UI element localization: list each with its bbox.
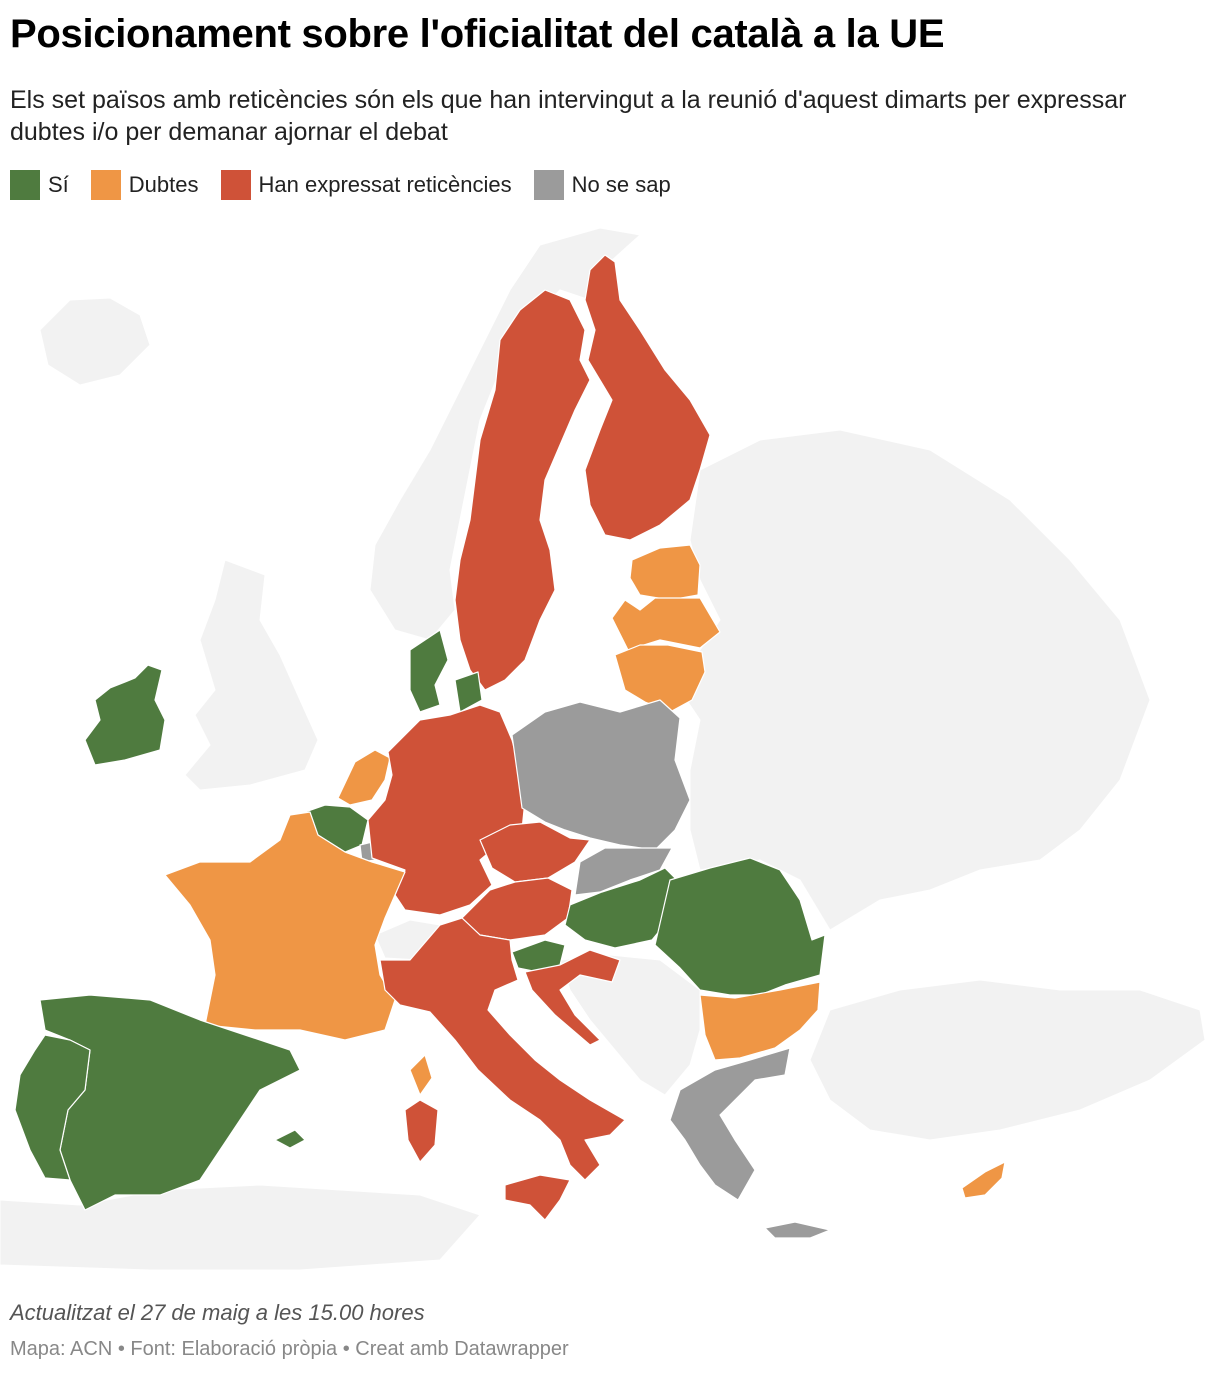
updated-note: Actualitzat el 27 de maig a les 15.00 ho… (10, 1300, 425, 1325)
latvia-shape[interactable] (611, 597, 721, 651)
legend-swatch-dubtes (90, 170, 121, 200)
legend-item-no-se-sap: No se sap (533, 170, 671, 200)
portugal-shape[interactable] (14, 1034, 91, 1181)
non-eu-land (0, 227, 1206, 1271)
map-subtitle: Els set països amb reticències són els q… (10, 86, 1127, 146)
france-shape[interactable] (164, 811, 433, 1096)
netherlands-shape[interactable] (337, 749, 391, 806)
estonia-shape[interactable] (629, 544, 701, 601)
legend-item-dubtes: Dubtes (90, 170, 199, 200)
legend-swatch-reticencies (220, 170, 251, 200)
legend-label-si: Sí (48, 172, 69, 197)
eu-countries (14, 254, 1006, 1239)
bulgaria-shape[interactable] (699, 981, 821, 1061)
legend-label-reticencies: Han expressat reticències (258, 172, 512, 197)
czechia-shape[interactable] (479, 821, 591, 883)
poland-shape[interactable] (511, 699, 691, 851)
legend-item-si: Sí (10, 170, 69, 200)
germany-shape[interactable] (367, 704, 526, 916)
map-title: Posicionament sobre l'oficialitat del ca… (10, 12, 945, 56)
legend-swatch-no-se-sap (533, 170, 564, 200)
europe-map (0, 227, 1206, 1271)
source-note: Mapa: ACN • Font: Elaboració pròpia • Cr… (10, 1338, 569, 1360)
denmark-shape[interactable] (409, 629, 483, 713)
north-africa-shape (0, 1184, 481, 1271)
legend-item-reticencies: Han expressat reticències (220, 170, 512, 200)
ireland-shape[interactable] (84, 664, 166, 766)
legend: Sí Dubtes Han expressat reticències No s… (10, 170, 671, 200)
iceland-shape (39, 297, 151, 386)
western-balkans-shape (559, 954, 701, 1096)
sweden-shape[interactable] (454, 289, 591, 691)
romania-shape[interactable] (654, 857, 826, 996)
italy-shape[interactable] (379, 917, 626, 1221)
croatia-shape[interactable] (524, 949, 621, 1046)
greece-shape[interactable] (669, 1047, 831, 1239)
uk-shape (184, 559, 319, 791)
legend-swatch-si (10, 170, 40, 200)
legend-label-no-se-sap: No se sap (571, 172, 671, 197)
turkey-shape (809, 979, 1206, 1141)
lithuania-shape[interactable] (614, 644, 706, 713)
finland-shape[interactable] (584, 254, 711, 541)
cyprus-shape[interactable] (961, 1161, 1006, 1199)
russia-belarus-ukraine-shape (679, 429, 1151, 931)
legend-label-dubtes: Dubtes (128, 172, 199, 197)
